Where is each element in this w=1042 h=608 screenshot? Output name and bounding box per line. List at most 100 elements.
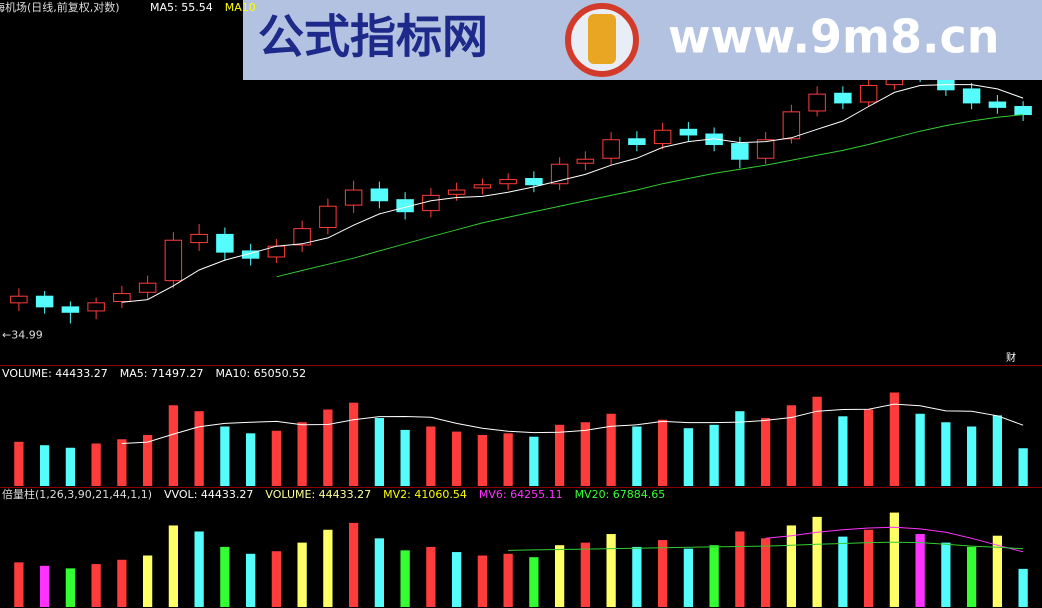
- vvol-bar: [271, 551, 282, 607]
- candle-body: [859, 84, 878, 103]
- volume-bar: [760, 418, 771, 486]
- vvol-bar: [632, 546, 642, 607]
- volume-bar: [65, 447, 76, 486]
- candle-body: [138, 282, 157, 293]
- watermark-logo: [588, 14, 616, 64]
- vvol-bar: [477, 555, 488, 607]
- volume-bar: [915, 413, 925, 486]
- legend-entry: MV6: 64255.11: [479, 488, 563, 501]
- candle-body: [241, 250, 260, 259]
- volume-bar: [992, 415, 1003, 486]
- watermark-url: www.9m8.cn: [668, 10, 999, 64]
- candle-body: [550, 163, 569, 185]
- vvol-bar: [889, 512, 900, 607]
- vvol-bar: [735, 531, 745, 607]
- candle-body: [113, 293, 131, 303]
- volume-bar: [580, 422, 591, 486]
- legend: 倍量柱(1,26,3,90,21,44,1,1) VVOL: 44433.27 VO…: [2, 487, 665, 501]
- flag-label: 财: [1006, 351, 1016, 364]
- vvol-bar: [606, 534, 616, 607]
- volume-bar: [657, 419, 668, 486]
- watermark: 公式指标网 www.9m8.cn: [243, 0, 1042, 80]
- volume-bar: [966, 426, 977, 486]
- volume-bar: [554, 424, 565, 486]
- vvol-bar: [168, 525, 179, 607]
- candle-body: [1014, 105, 1032, 116]
- legend-entry: 倍量柱(1,26,3,90,21,44,1,1): [2, 487, 152, 501]
- volume-bar: [889, 392, 900, 486]
- vvol-bar: [39, 565, 50, 607]
- volume-bar: [323, 409, 333, 486]
- candle-body: [87, 302, 105, 312]
- volume-bar: [374, 418, 385, 486]
- legend: VOLUME: 44433.27 MA5: 71497.27 MA10: 65050…: [2, 367, 306, 380]
- volume-bar: [606, 413, 616, 486]
- candle-body: [653, 129, 672, 145]
- volume-bar: [709, 424, 719, 486]
- candle-body: [782, 111, 801, 140]
- vvol-bar: [760, 538, 771, 607]
- vvol-bar: [400, 550, 410, 607]
- vvol-bar: [374, 538, 385, 607]
- vvol-bar: [683, 548, 694, 607]
- candle-body: [602, 139, 620, 159]
- candle-body: [190, 233, 208, 244]
- candle-body: [679, 128, 698, 136]
- vvol-bar: [91, 564, 101, 607]
- low-label: ←34.99: [2, 328, 43, 341]
- indicator-line: [276, 114, 1024, 278]
- vvol-bar: [348, 522, 359, 607]
- volume-bar: [1018, 448, 1028, 486]
- volume-bar: [142, 435, 153, 486]
- legend-entry: VOLUME: 44433.27: [2, 367, 108, 380]
- vvol-bar: [117, 559, 127, 607]
- vvol-bar: [529, 557, 539, 607]
- vvol-bar: [812, 516, 822, 607]
- volume-bar: [838, 416, 848, 486]
- volume-bar: [735, 411, 745, 486]
- indicator-line: [765, 526, 1024, 553]
- volume-bar: [632, 426, 642, 486]
- volume-bar: [39, 445, 50, 486]
- candle-body: [988, 101, 1007, 108]
- volume-bar: [14, 441, 24, 486]
- vvol-bar: [786, 525, 797, 607]
- candle-body: [35, 295, 54, 308]
- candle-body: [293, 228, 311, 246]
- legend-entry: VOLUME: 44433.27: [265, 488, 371, 501]
- indicator-line: [121, 403, 1024, 444]
- vvol-bar: [709, 545, 719, 607]
- volume-bar: [348, 402, 359, 486]
- vvol-bar: [142, 555, 153, 607]
- vvol-bar: [65, 568, 76, 607]
- candle-body: [216, 233, 234, 253]
- vvol-bar: [297, 542, 307, 607]
- candle-body: [628, 138, 646, 146]
- candle-body: [576, 158, 595, 164]
- vvol-bar: [966, 546, 977, 607]
- vvol-bar: [580, 542, 591, 607]
- volume-bar: [812, 396, 822, 486]
- vvol-bar: [915, 534, 925, 607]
- volume-bar: [941, 422, 951, 486]
- vvol-bar: [992, 535, 1003, 607]
- vvol-bar: [863, 529, 874, 607]
- vvol-bar: [245, 553, 256, 607]
- volume-bar: [529, 436, 539, 486]
- volume-bar: [863, 409, 874, 486]
- volume-bar: [786, 405, 797, 486]
- volume-bar: [400, 429, 410, 486]
- marks: ←34.99 财: [2, 61, 1032, 607]
- indicator-line: [508, 541, 1024, 551]
- candle-body: [164, 239, 183, 282]
- legend-entry: MA5: 55.54: [150, 1, 213, 14]
- vvol-bar: [554, 545, 565, 607]
- legend-entry: MA10: [225, 1, 256, 14]
- legend-entry: MV20: 67884.65: [575, 488, 666, 501]
- legend-entry: VVOL: 44433.27: [164, 488, 253, 501]
- volume-bar: [271, 430, 282, 486]
- watermark-banner: [243, 0, 1042, 80]
- chart-title: 海机场(日线,前复权,对数): [0, 0, 120, 14]
